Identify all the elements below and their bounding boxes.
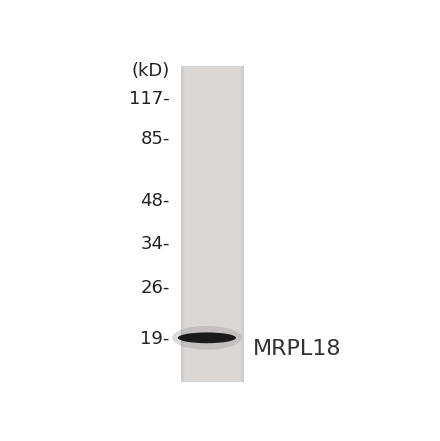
Text: 117-: 117- [129, 90, 170, 108]
Text: 48-: 48- [140, 192, 170, 210]
Text: MRPL18: MRPL18 [253, 340, 341, 359]
Text: 26-: 26- [140, 279, 170, 297]
Ellipse shape [178, 333, 236, 343]
Text: 85-: 85- [140, 130, 170, 148]
Text: 19-: 19- [140, 330, 170, 348]
Text: (kD): (kD) [132, 62, 170, 80]
Text: 34-: 34- [140, 235, 170, 253]
Ellipse shape [172, 326, 242, 350]
